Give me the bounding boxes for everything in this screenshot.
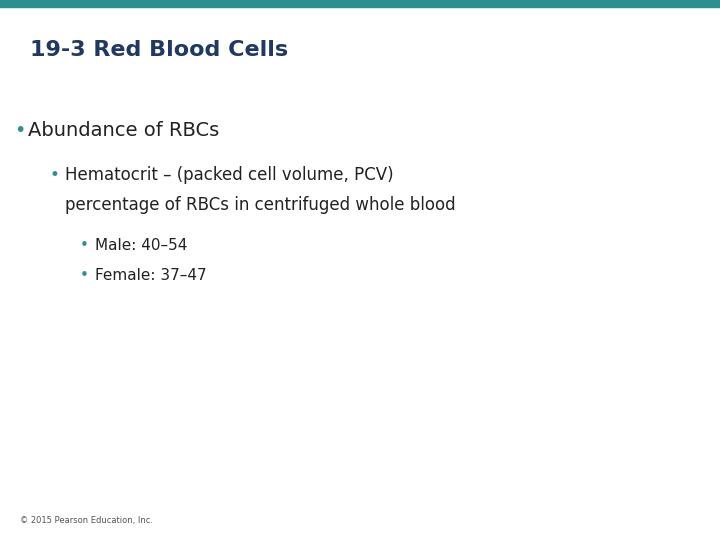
- Text: •: •: [50, 166, 60, 184]
- Text: Male: 40–54: Male: 40–54: [95, 238, 187, 253]
- Text: Hematocrit – (packed cell volume, PCV): Hematocrit – (packed cell volume, PCV): [65, 166, 394, 184]
- Text: 19-3 Red Blood Cells: 19-3 Red Blood Cells: [30, 40, 288, 60]
- Text: Abundance of RBCs: Abundance of RBCs: [28, 120, 220, 139]
- Text: percentage of RBCs in centrifuged whole blood: percentage of RBCs in centrifuged whole …: [65, 196, 456, 214]
- Text: Female: 37–47: Female: 37–47: [95, 267, 207, 282]
- Text: © 2015 Pearson Education, Inc.: © 2015 Pearson Education, Inc.: [20, 516, 153, 525]
- Text: •: •: [80, 238, 89, 253]
- Bar: [0, 0, 720, 7]
- Text: •: •: [80, 267, 89, 282]
- Text: •: •: [14, 120, 25, 139]
